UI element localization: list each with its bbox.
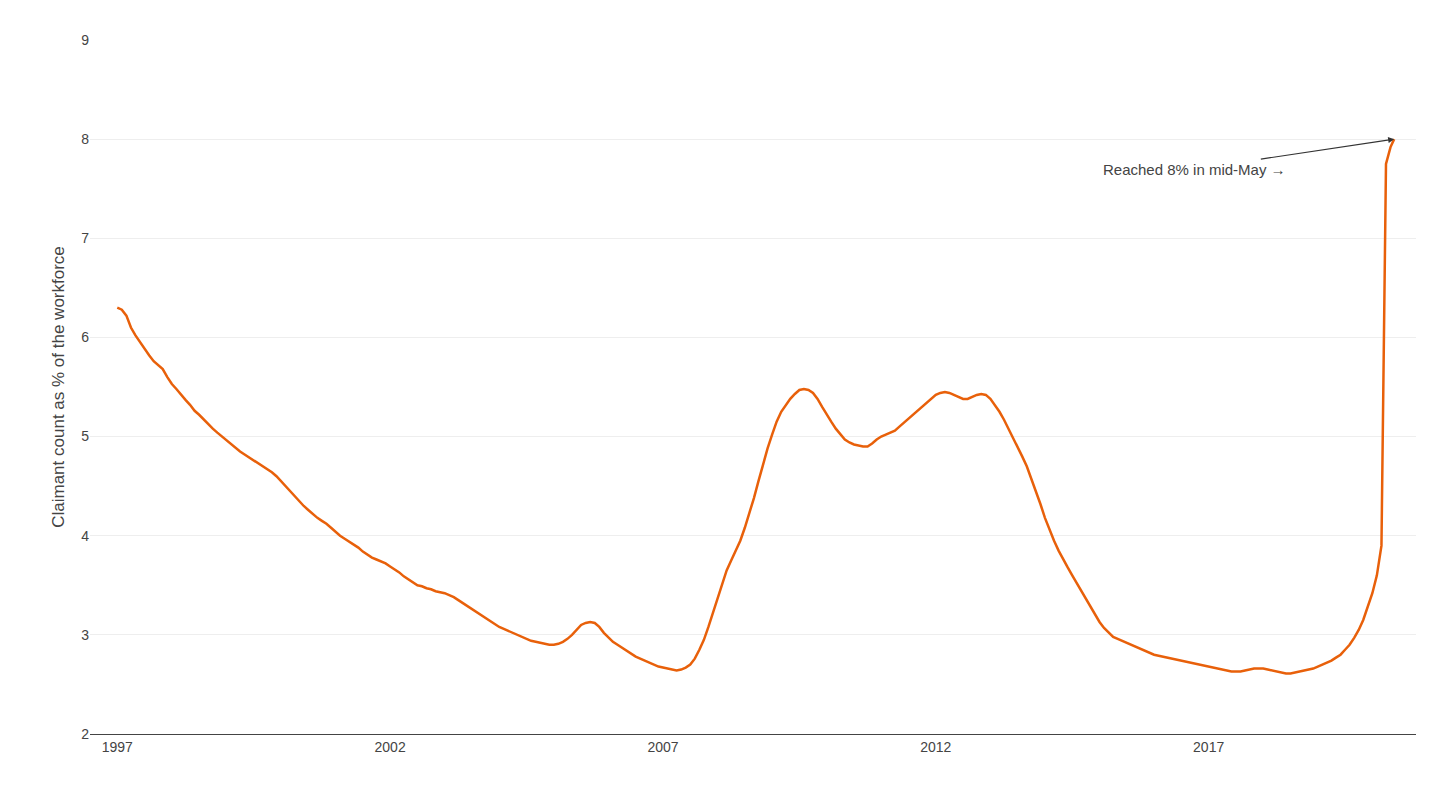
svg-text:2017: 2017 [1193,739,1224,755]
svg-text:5: 5 [81,428,89,444]
svg-text:6: 6 [81,329,89,345]
svg-text:2007: 2007 [647,739,678,755]
svg-text:Reached 8% in mid-May →: Reached 8% in mid-May → [1103,161,1286,178]
svg-text:Claimant count as % of the wor: Claimant count as % of the workforce [49,246,68,528]
svg-text:2012: 2012 [920,739,951,755]
svg-text:2: 2 [81,726,89,742]
svg-text:4: 4 [81,528,89,544]
svg-text:9: 9 [81,32,89,48]
svg-text:8: 8 [81,131,89,147]
svg-text:7: 7 [81,230,89,246]
svg-text:3: 3 [81,627,89,643]
svg-text:1997: 1997 [102,739,133,755]
svg-text:2002: 2002 [375,739,406,755]
